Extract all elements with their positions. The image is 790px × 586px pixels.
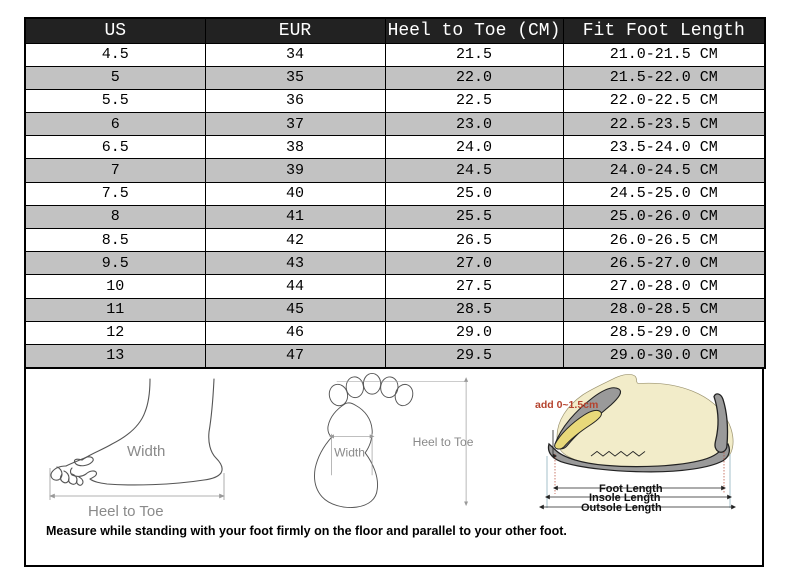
svg-text:add 0~1.5cm: add 0~1.5cm xyxy=(535,399,598,411)
svg-text:Outsole Length: Outsole Length xyxy=(581,502,662,514)
svg-text:Heel to Toe: Heel to Toe xyxy=(413,435,474,449)
svg-text:Heel to Toe: Heel to Toe xyxy=(88,503,164,520)
svg-text:Width: Width xyxy=(127,443,165,460)
svg-text:Width: Width xyxy=(334,445,365,459)
